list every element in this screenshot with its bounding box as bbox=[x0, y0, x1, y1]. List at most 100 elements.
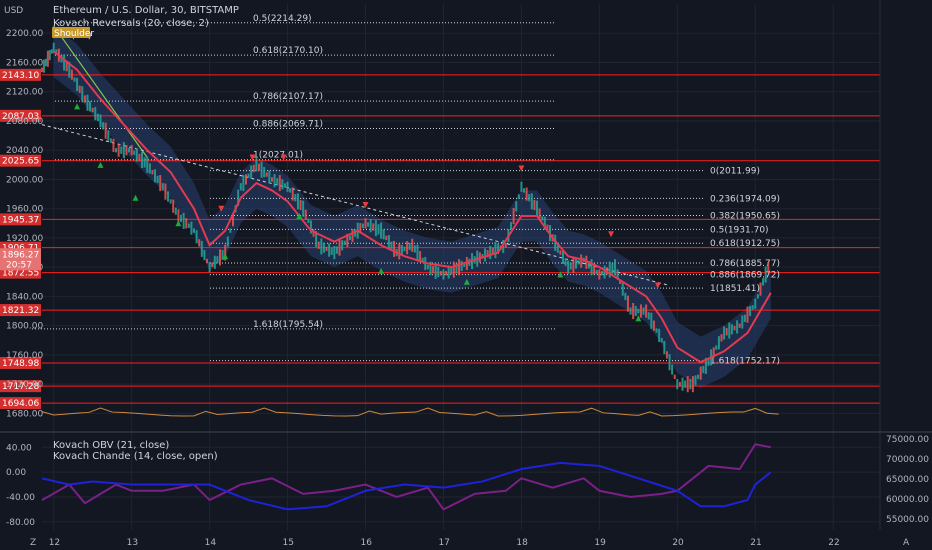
candle bbox=[291, 187, 294, 201]
candle bbox=[569, 262, 572, 270]
candle bbox=[229, 228, 232, 233]
candle bbox=[743, 314, 746, 322]
candle bbox=[421, 257, 424, 263]
candle bbox=[712, 347, 715, 358]
candle bbox=[382, 229, 385, 240]
candle bbox=[619, 279, 622, 284]
candle bbox=[359, 223, 362, 234]
candle bbox=[273, 174, 276, 188]
buy-signal bbox=[222, 253, 229, 260]
level-label: 1945.37 bbox=[2, 215, 39, 225]
candle bbox=[447, 265, 450, 279]
candle bbox=[141, 151, 144, 168]
volume-line bbox=[41, 407, 779, 417]
candle bbox=[169, 199, 172, 204]
candle bbox=[250, 165, 253, 179]
candle bbox=[746, 306, 749, 323]
candle bbox=[458, 259, 461, 276]
candle bbox=[156, 175, 159, 184]
candle bbox=[161, 183, 164, 191]
candle bbox=[89, 101, 92, 112]
candle bbox=[50, 49, 53, 54]
candle bbox=[112, 138, 115, 152]
candle bbox=[117, 143, 120, 157]
fib-label: 0.886(2069.71) bbox=[253, 119, 323, 129]
candle bbox=[174, 207, 177, 215]
candle bbox=[154, 169, 157, 183]
buy-signal bbox=[463, 278, 470, 285]
indicator-label: Kovach Reversals (20, close, 2) bbox=[53, 18, 209, 29]
candle bbox=[247, 173, 250, 178]
candle bbox=[556, 242, 559, 253]
candle bbox=[554, 234, 557, 251]
candle bbox=[572, 256, 575, 273]
candle bbox=[684, 380, 687, 388]
candle bbox=[538, 208, 541, 219]
candle bbox=[645, 304, 648, 318]
volume-line bbox=[41, 407, 779, 417]
candle bbox=[741, 315, 744, 329]
current-price-tag bbox=[0, 248, 41, 271]
candle bbox=[398, 243, 401, 260]
price-tick: 2040.00 bbox=[6, 146, 43, 156]
candle bbox=[725, 328, 728, 336]
candle bbox=[372, 223, 375, 231]
shoulder-tag-bg bbox=[52, 27, 90, 38]
footer-right[interactable]: A bbox=[903, 538, 910, 548]
candle bbox=[720, 334, 723, 342]
candle bbox=[663, 341, 666, 355]
candle bbox=[455, 263, 458, 274]
candle bbox=[520, 181, 523, 192]
footer-left[interactable]: Z bbox=[30, 538, 36, 548]
candle bbox=[489, 245, 492, 260]
candle bbox=[439, 271, 442, 276]
candle bbox=[699, 366, 702, 380]
candle bbox=[736, 320, 739, 334]
candle bbox=[206, 258, 209, 264]
price-tick: 1800.00 bbox=[6, 322, 43, 332]
candle bbox=[561, 250, 564, 265]
candle bbox=[580, 254, 583, 268]
band-area bbox=[53, 25, 771, 388]
level-tag bbox=[0, 356, 41, 369]
candle bbox=[606, 267, 609, 275]
candle bbox=[536, 200, 539, 217]
candle bbox=[42, 59, 45, 73]
fib-label: 0.618(2170.10) bbox=[253, 46, 323, 56]
level-lines bbox=[42, 74, 880, 404]
candle bbox=[312, 229, 315, 237]
level-tag bbox=[0, 213, 41, 226]
time-axis[interactable]: 12 13 14 15 16 17 18 19 20 21 22 bbox=[0, 531, 932, 550]
candle bbox=[603, 265, 606, 279]
candle bbox=[41, 67, 43, 72]
candle bbox=[525, 187, 528, 201]
candle bbox=[68, 61, 71, 78]
candle bbox=[416, 244, 419, 261]
candle bbox=[608, 261, 611, 278]
candle bbox=[767, 262, 770, 273]
level-tag bbox=[0, 380, 41, 393]
candle bbox=[177, 209, 180, 223]
fib-label: 0.786(1885.77) bbox=[710, 259, 780, 269]
candle bbox=[76, 77, 79, 91]
candle bbox=[325, 246, 328, 252]
level-label: 2025.65 bbox=[2, 157, 39, 167]
candle bbox=[164, 183, 167, 200]
candle bbox=[660, 338, 663, 343]
candle bbox=[364, 218, 367, 229]
candle bbox=[333, 245, 336, 260]
fib-label: 0.236(1974.09) bbox=[710, 194, 780, 204]
candle bbox=[148, 163, 151, 174]
candle bbox=[491, 247, 494, 255]
time-tick: 21 bbox=[750, 538, 761, 548]
candle bbox=[244, 174, 247, 185]
candle bbox=[665, 351, 668, 359]
ma-line bbox=[53, 50, 772, 364]
price-axis[interactable]: 2143.102087.032025.651945.371906.711872.… bbox=[0, 29, 43, 419]
candle bbox=[658, 328, 661, 342]
candle bbox=[515, 201, 518, 212]
fib-label: 0(2011.99) bbox=[710, 167, 760, 177]
candle bbox=[445, 271, 448, 276]
time-tick: 13 bbox=[127, 538, 138, 548]
